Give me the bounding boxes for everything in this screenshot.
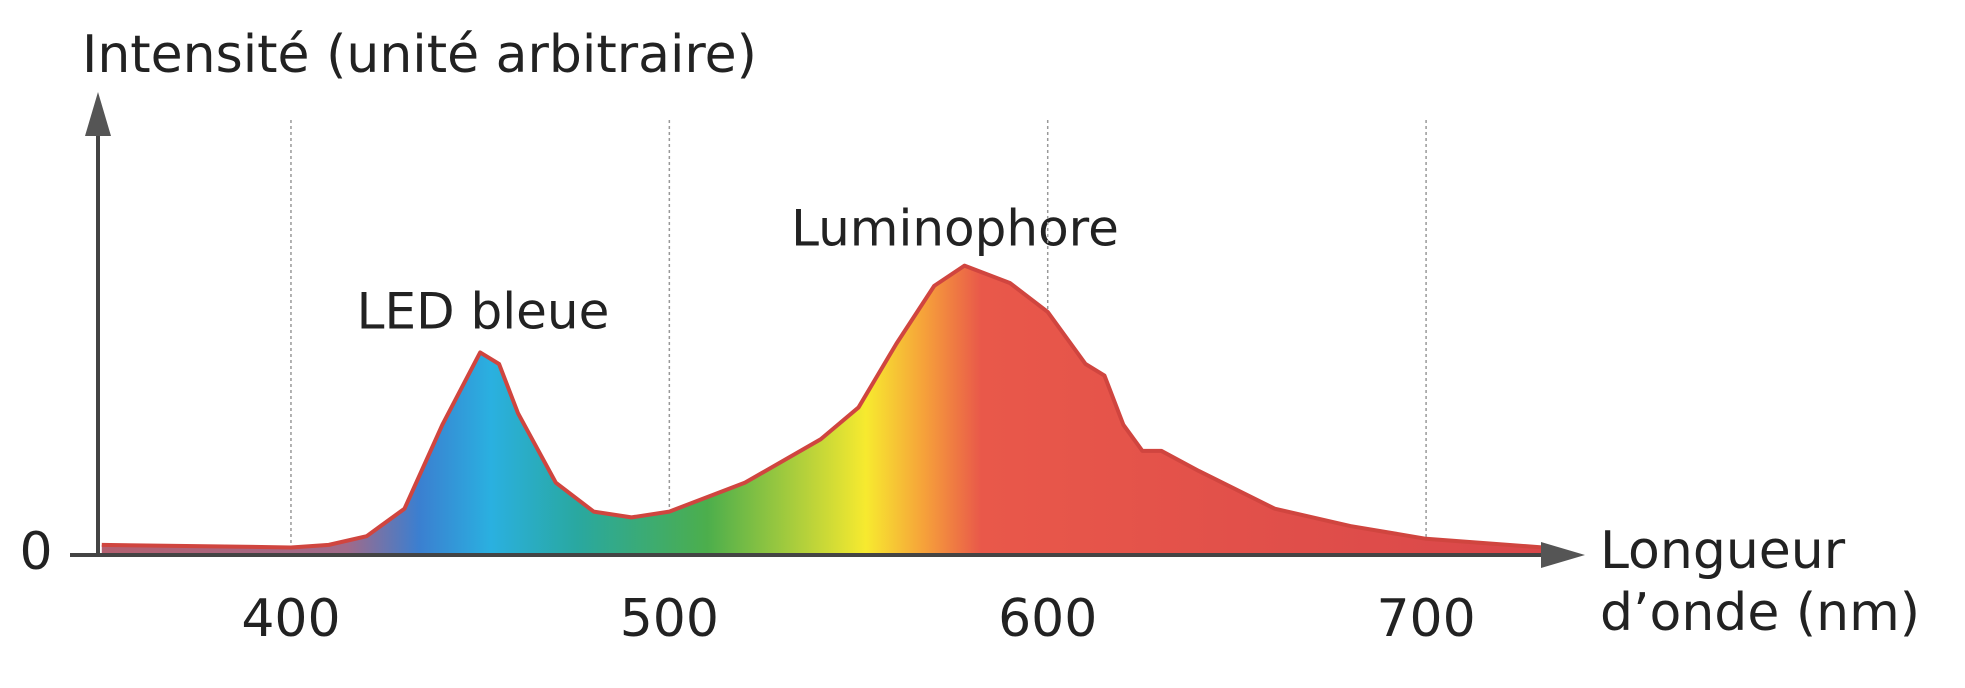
y-tick-label: 0 xyxy=(19,522,52,582)
x-tick-label: 400 xyxy=(241,589,340,649)
line xyxy=(101,263,1544,550)
x-axis-arrow xyxy=(1541,542,1585,568)
x-axis-label: Longueur d’onde (nm) xyxy=(1600,521,1921,643)
area xyxy=(101,265,1544,555)
x-tick-label: 700 xyxy=(1376,589,1475,649)
annotation: Luminophore xyxy=(791,200,1119,258)
y-axis-arrow xyxy=(85,92,111,136)
x-tick-label: 500 xyxy=(620,589,719,649)
x-tick-label: 600 xyxy=(998,589,1097,649)
y-axis-label: Intensité (unité arbitraire) xyxy=(82,25,757,85)
annotation: LED bleue xyxy=(357,283,610,341)
